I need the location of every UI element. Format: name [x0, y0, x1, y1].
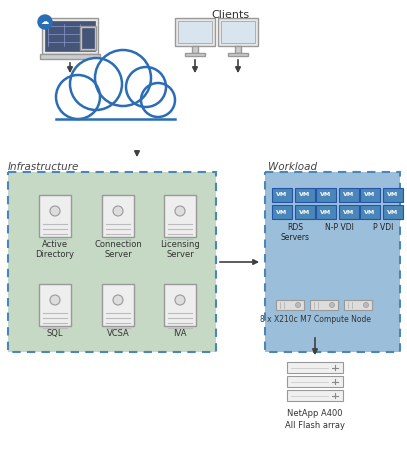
- Text: IVA: IVA: [173, 329, 187, 338]
- Text: VM: VM: [320, 210, 332, 215]
- Circle shape: [50, 295, 60, 305]
- Bar: [316, 188, 336, 202]
- Bar: [383, 205, 403, 219]
- Text: RDS
Servers: RDS Servers: [280, 223, 309, 242]
- Bar: [40, 54, 100, 59]
- Circle shape: [126, 67, 166, 107]
- Bar: [265, 172, 400, 352]
- Text: VM: VM: [344, 210, 354, 215]
- Text: Licensing
Server: Licensing Server: [160, 240, 200, 260]
- Text: Connection
Server: Connection Server: [94, 240, 142, 260]
- Text: NetApp A400
All Flash array: NetApp A400 All Flash array: [285, 409, 345, 430]
- Bar: [228, 53, 248, 56]
- Text: VM: VM: [300, 210, 311, 215]
- Text: VM: VM: [276, 193, 288, 198]
- Bar: [295, 205, 315, 219]
- Bar: [42, 18, 98, 54]
- Circle shape: [38, 15, 52, 29]
- Circle shape: [295, 303, 300, 308]
- Bar: [45, 21, 95, 51]
- Circle shape: [141, 83, 175, 117]
- Bar: [235, 46, 241, 53]
- Bar: [56, 97, 181, 137]
- Text: VM: VM: [276, 210, 288, 215]
- Bar: [339, 188, 359, 202]
- Bar: [82, 28, 94, 48]
- Bar: [39, 195, 71, 237]
- Bar: [164, 284, 196, 326]
- Text: Infrastructure: Infrastructure: [8, 162, 79, 172]
- Circle shape: [70, 58, 122, 110]
- Text: Active
Directory: Active Directory: [35, 240, 74, 260]
- Bar: [383, 188, 403, 202]
- Bar: [102, 195, 134, 237]
- Circle shape: [330, 303, 335, 308]
- Bar: [39, 284, 71, 326]
- Text: N-P VDI: N-P VDI: [324, 223, 353, 232]
- Bar: [276, 300, 304, 310]
- Text: Workload: Workload: [268, 162, 317, 172]
- Bar: [164, 195, 196, 237]
- Bar: [360, 188, 380, 202]
- Bar: [272, 205, 292, 219]
- Circle shape: [95, 50, 151, 106]
- Text: Clients: Clients: [211, 10, 249, 20]
- Text: VM: VM: [344, 193, 354, 198]
- Bar: [185, 53, 205, 56]
- Bar: [192, 46, 198, 53]
- Bar: [295, 188, 315, 202]
- Bar: [218, 18, 258, 46]
- Bar: [102, 284, 134, 326]
- Text: VM: VM: [320, 193, 332, 198]
- Bar: [80, 26, 96, 50]
- Circle shape: [175, 295, 185, 305]
- Text: SQL: SQL: [47, 329, 63, 338]
- Bar: [272, 188, 292, 202]
- Circle shape: [113, 295, 123, 305]
- Bar: [221, 21, 255, 43]
- Text: VM: VM: [364, 210, 376, 215]
- Text: VM: VM: [300, 193, 311, 198]
- Circle shape: [363, 303, 368, 308]
- Text: 8 x X210c M7 Compute Node: 8 x X210c M7 Compute Node: [260, 315, 370, 324]
- Circle shape: [50, 206, 60, 216]
- Text: VM: VM: [364, 193, 376, 198]
- Bar: [339, 205, 359, 219]
- Bar: [265, 172, 400, 352]
- Bar: [316, 205, 336, 219]
- Bar: [8, 172, 216, 352]
- Text: VCSA: VCSA: [107, 329, 129, 338]
- Text: VM: VM: [387, 193, 398, 198]
- Circle shape: [113, 206, 123, 216]
- Bar: [344, 300, 372, 310]
- Text: P VDI: P VDI: [373, 223, 393, 232]
- Bar: [287, 362, 343, 373]
- Text: VM: VM: [387, 210, 398, 215]
- Bar: [175, 18, 215, 46]
- Bar: [310, 300, 338, 310]
- Circle shape: [56, 75, 100, 119]
- Text: ☁: ☁: [41, 18, 49, 26]
- Circle shape: [175, 206, 185, 216]
- Bar: [8, 172, 216, 352]
- Bar: [360, 205, 380, 219]
- Bar: [287, 390, 343, 401]
- Bar: [178, 21, 212, 43]
- Bar: [287, 376, 343, 387]
